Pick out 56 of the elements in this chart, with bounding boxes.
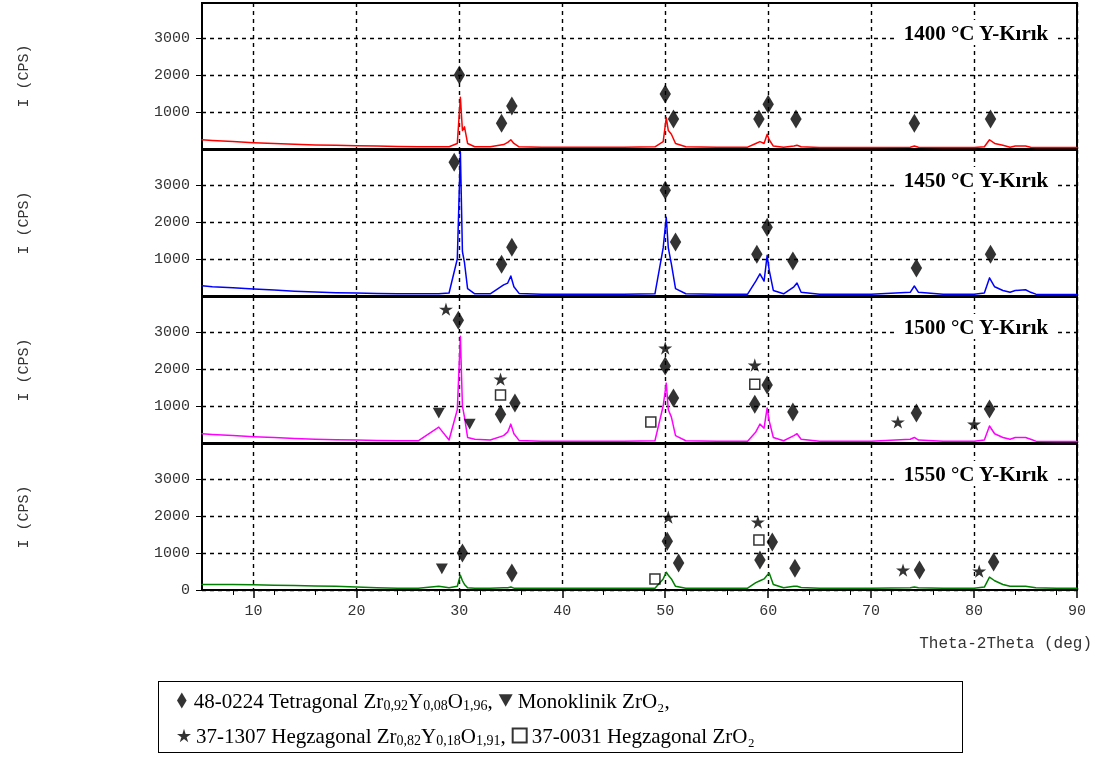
x-tick-label: 90	[1067, 603, 1087, 620]
point	[493, 372, 508, 386]
line-series	[201, 96, 1078, 149]
point	[645, 416, 657, 428]
text: 1500 °C Y-Kırık	[903, 314, 1049, 339]
point	[494, 389, 507, 401]
y-tick-label: 3000	[153, 29, 190, 47]
y-tick-label: 2000	[153, 213, 190, 231]
y-axis-title: I (CPS)	[16, 338, 33, 402]
point	[463, 418, 476, 430]
text: 1550 °C Y-Kırık	[903, 461, 1049, 486]
point	[749, 378, 761, 390]
x-tick-label: 50	[656, 603, 675, 620]
x-tick-label: 20	[347, 603, 366, 620]
point	[658, 341, 673, 355]
y-tick-label: 1000	[153, 544, 190, 562]
point	[753, 534, 765, 546]
y-axis-title: I (CPS)	[16, 485, 33, 549]
text: 1450 °C Y-Kırık	[903, 167, 1049, 192]
legend-label: Monoklinik ZrO₂,	[517, 688, 670, 713]
point	[438, 302, 453, 316]
x-tick-label: 40	[553, 603, 572, 620]
y-tick-label: 0	[180, 581, 190, 599]
y-tick-label: 2000	[153, 507, 190, 525]
legend-label: 48-0224 Tetragonal Zr0,92Y0,08O1,96,	[193, 688, 493, 713]
text: 1400 °C Y-Kırık	[903, 20, 1049, 45]
y-axis-title: I (CPS)	[16, 191, 33, 255]
point	[967, 417, 982, 431]
x-tick-label: 60	[759, 603, 778, 620]
y-axis-title: I (CPS)	[16, 44, 33, 108]
point	[750, 515, 765, 529]
x-tick-label: 70	[862, 603, 881, 620]
point	[972, 564, 987, 578]
point	[649, 573, 661, 585]
point	[661, 510, 676, 524]
point	[747, 358, 762, 372]
y-tick-label: 1000	[153, 397, 190, 415]
point	[890, 415, 905, 429]
point	[896, 563, 911, 577]
x-tick-label: 30	[450, 603, 469, 620]
y-tick-label: 2000	[153, 360, 190, 378]
point	[435, 563, 448, 575]
y-tick-label: 3000	[153, 470, 190, 488]
x-tick-label: 10	[244, 603, 263, 620]
x-tick-label: 80	[965, 603, 984, 620]
y-tick-label: 3000	[153, 323, 190, 341]
y-tick-label: 3000	[153, 176, 190, 194]
y-tick-label: 1000	[153, 250, 190, 268]
legend-label: 37-1307 Hegzagonal Zr0,82Y0,18O1,91,	[196, 723, 506, 748]
y-tick-label: 1000	[153, 103, 190, 121]
line-series	[201, 151, 1078, 296]
x-axis-title: Theta-2Theta (deg)	[919, 635, 1092, 653]
legend-label: 37-0031 Hegzagonal ZrO₂	[531, 723, 755, 748]
point	[432, 407, 445, 419]
line-series	[201, 335, 1078, 443]
y-tick-label: 2000	[153, 66, 190, 84]
